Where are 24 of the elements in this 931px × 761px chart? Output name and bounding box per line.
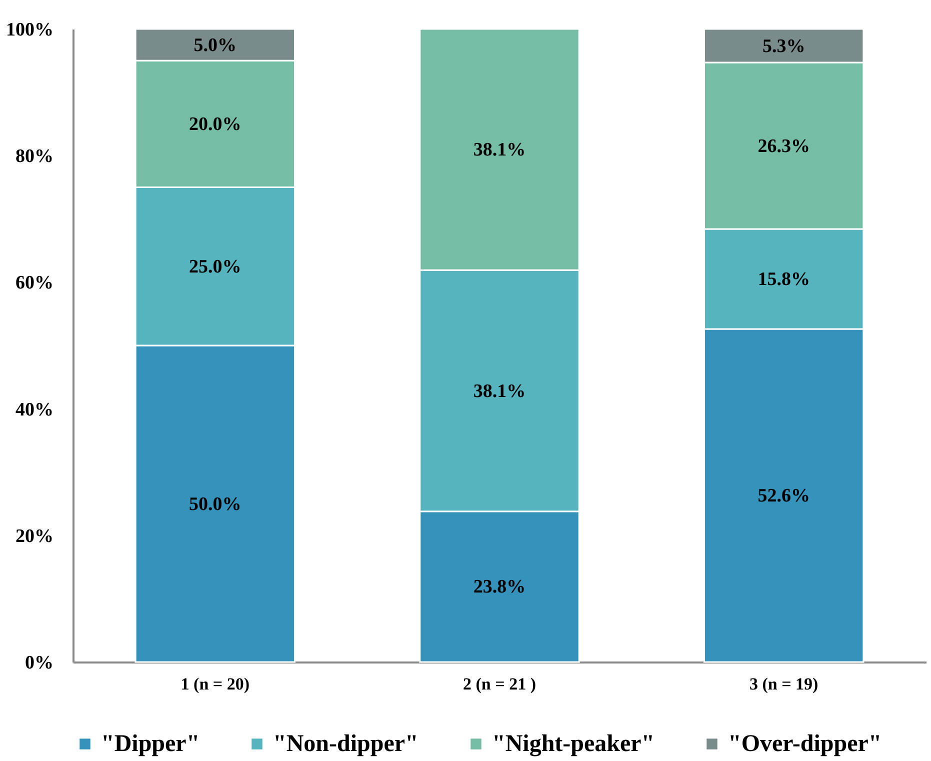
data-label: 15.8% [758, 269, 810, 290]
y-tick-label: 0% [25, 652, 54, 674]
data-label: 25.0% [189, 256, 242, 278]
data-label: 5.0% [194, 34, 237, 56]
data-label: 23.8% [473, 576, 526, 598]
y-tick-label: 100% [6, 20, 54, 40]
data-label: 20.0% [189, 114, 242, 135]
data-label: 38.1% [473, 380, 526, 402]
legend-label: "Non-dipper" [273, 731, 418, 757]
data-label: 5.3% [762, 36, 806, 57]
data-label: 26.3% [758, 136, 810, 157]
y-tick-label: 40% [16, 399, 54, 420]
y-tick-label: 80% [16, 146, 54, 168]
y-tick-label: 60% [16, 272, 54, 294]
data-label: 52.6% [758, 486, 810, 507]
x-tick-label: 1 (n = 20) [180, 674, 250, 694]
x-tick-label: 3 (n = 19) [749, 674, 818, 694]
y-tick-label: 20% [16, 526, 54, 547]
legend-label: "Night-peaker" [492, 731, 655, 757]
x-tick-label: 2 (n = 21 ) [463, 674, 536, 694]
data-label: 50.0% [189, 494, 242, 515]
legend-label: "Over-dipper" [728, 731, 882, 757]
data-label: 38.1% [473, 140, 526, 161]
legend-label: "Dipper" [101, 731, 200, 757]
